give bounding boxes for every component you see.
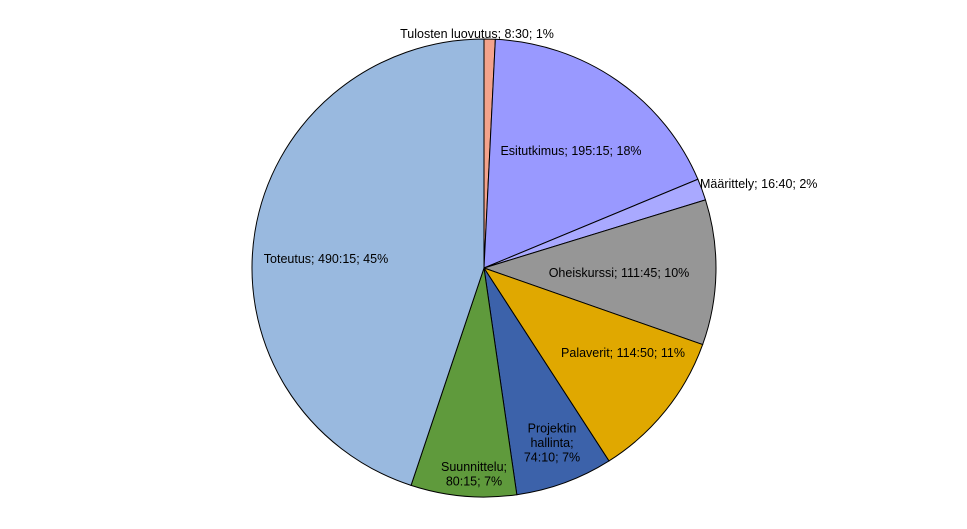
pie-slice-oheiskurssi: [482, 199, 717, 346]
pie-label-suunnittelu: Suunnittelu; 80:15; 7%: [441, 460, 507, 489]
pie-label-projektin-hallinta: Projektin hallinta; 74:10; 7%: [524, 422, 580, 465]
pie-label-line: hallinta;: [530, 436, 573, 450]
pie-label-line: Tulosten luovutus; 8:30; 1%: [400, 27, 554, 41]
pie-label-line: Palaverit; 114:50; 11%: [561, 346, 685, 360]
pie-label-line: Toteutus; 490:15; 45%: [264, 252, 388, 266]
pie-label-line: Esitutkimus; 195:15; 18%: [500, 144, 641, 158]
pie-slice-palaverit: [482, 267, 704, 462]
pie-slice-toteutus: [251, 38, 485, 487]
pie-label-oheiskurssi: Oheiskurssi; 111:45; 10%: [549, 266, 690, 280]
pie-label-palaverit: Palaverit; 114:50; 11%: [561, 346, 685, 360]
pie-label-line: Määrittely; 16:40; 2%: [700, 177, 817, 191]
pie-label-tulosten-luovutus: Tulosten luovutus; 8:30; 1%: [400, 27, 554, 41]
pie-label-line: Oheiskurssi; 111:45; 10%: [549, 266, 690, 280]
pie-slice-esitutkimus: [483, 38, 699, 269]
pie-label-line: 80:15; 7%: [446, 474, 502, 488]
pie-label-esitutkimus: Esitutkimus; 195:15; 18%: [500, 144, 641, 158]
pie-labels: Tulosten luovutus; 8:30; 1% Esitutkimus; …: [264, 27, 818, 488]
pie-slice-suunnittelu: [410, 267, 518, 498]
pie-label-maarittely: Määrittely; 16:40; 2%: [700, 177, 817, 191]
pie-label-line: Projektin: [528, 422, 577, 436]
pie-slices: [251, 38, 717, 498]
pie-label-toteutus: Toteutus; 490:15; 45%: [264, 252, 388, 266]
pie-label-line: Suunnittelu;: [441, 460, 507, 474]
pie-label-line: 74:10; 7%: [524, 451, 580, 465]
